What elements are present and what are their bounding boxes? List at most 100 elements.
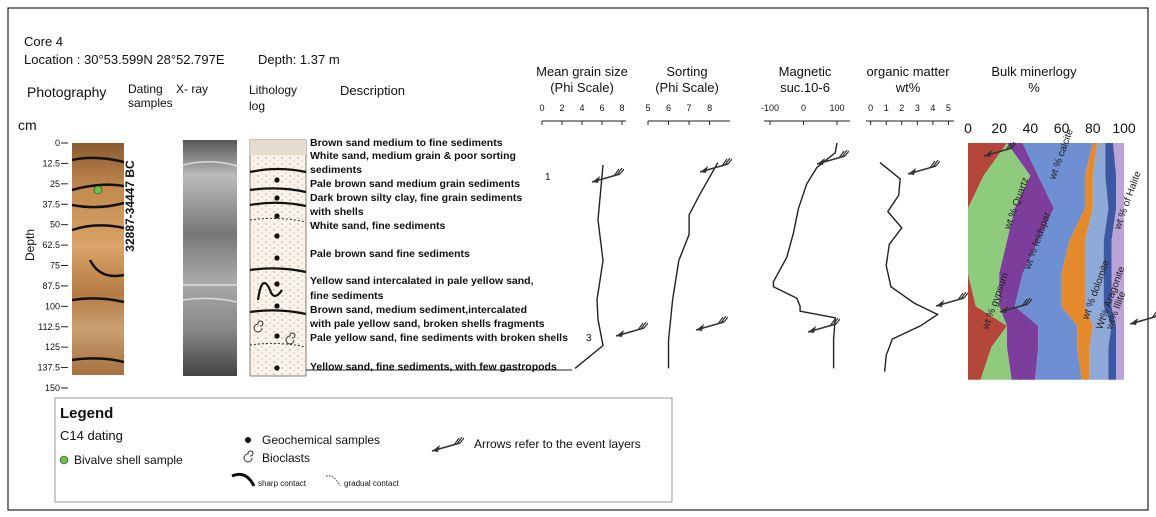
curve [574, 165, 604, 369]
x-tick-label: 0 [801, 103, 806, 113]
depth-tick-label: 0 [55, 138, 60, 148]
description: Yellow sand intercalated in pale yellow … [310, 275, 534, 287]
depth-tick-label: 75 [50, 261, 60, 271]
legend-symbol [245, 437, 251, 443]
description: Brown sand medium to fine sediments [310, 137, 503, 149]
depth-tick-label: 50 [50, 220, 60, 230]
panel-title: suc.10-6 [780, 80, 830, 95]
depth-tick-label: 25 [50, 179, 60, 189]
legend-item: gradual contact [344, 479, 399, 488]
x-tick-label: 0 [539, 103, 544, 113]
legend-symbol [59, 455, 69, 465]
panel-title: wt% [895, 80, 921, 95]
mineral-area [999, 143, 1054, 380]
curve [667, 162, 719, 369]
x-tick-label: 4 [579, 103, 584, 113]
x-tick-label: 60 [1054, 120, 1070, 136]
x-tick-label: 100 [1112, 120, 1136, 136]
panel-title: % [1028, 80, 1040, 95]
x-tick-label: -100 [761, 103, 779, 113]
depth-tick-label: 37.5 [42, 199, 60, 209]
description: Pale yellow sand, fine sediments with br… [310, 332, 568, 344]
mineral-area [968, 143, 1007, 380]
description: Dark brown silty clay, fine grain sedime… [310, 192, 522, 204]
x-tick-label: 2 [559, 103, 564, 113]
panel-title: (Phi Scale) [550, 80, 614, 95]
description: fine sediments [310, 290, 384, 302]
location: Location : 30°53.599N 28°52.797E [24, 52, 225, 67]
frame [7, 7, 1149, 511]
legend-item: sharp contact [258, 479, 307, 488]
annotation: 1 [545, 172, 551, 183]
depth-label: Depth [23, 229, 37, 261]
col-header: Lithology [249, 83, 297, 97]
depth-tick-label: 12.5 [42, 158, 60, 168]
description: White sand, medium grain & poor sorting [310, 150, 516, 162]
x-tick-label: 40 [1023, 120, 1039, 136]
depth-tick-label: 137.5 [37, 363, 60, 373]
legend-item: Geochemical samples [262, 433, 380, 447]
panel-title: organic matter [866, 64, 950, 79]
description: with pale yellow sand, broken shells fra… [309, 318, 545, 330]
description: sediments [310, 164, 362, 176]
mineral-area [1014, 143, 1093, 380]
photo-core [71, 143, 125, 375]
legend-item: Bioclasts [262, 451, 310, 465]
description: with shells [309, 206, 364, 218]
legend-box [54, 397, 673, 503]
legend-item: C14 dating [60, 428, 123, 443]
x-tick-label: 1 [884, 103, 889, 113]
mineral-area [1103, 143, 1117, 380]
description: Pale brown sand fine sediments [310, 248, 470, 260]
description: Pale brown sand medium grain sediments [310, 178, 520, 190]
panel-title: Mean grain size [536, 64, 628, 79]
panel-title: (Phi Scale) [655, 80, 719, 95]
age: 32887-34447 BC [123, 160, 137, 252]
legend-symbol [231, 472, 256, 487]
core: Core 4 [24, 34, 63, 49]
depth-tick-label: 150 [45, 383, 60, 393]
curve [772, 142, 838, 369]
mineral-area [1111, 143, 1124, 380]
xray-core [182, 140, 238, 376]
mineral-area [1085, 143, 1112, 380]
x-tick-label: 0 [868, 103, 873, 113]
annotation: 3 [586, 333, 592, 344]
x-tick-label: 6 [599, 103, 604, 113]
x-tick-label: 0 [964, 120, 972, 136]
legend-item: Bivalve shell sample [74, 453, 183, 467]
x-tick-label: 100 [829, 103, 844, 113]
event-arrow [817, 150, 849, 165]
x-tick-label: 2 [899, 103, 904, 113]
x-tick-label: 5 [946, 103, 951, 113]
x-tick-label: 4 [930, 103, 935, 113]
depth-tick-label: 87.5 [42, 281, 60, 291]
panel-title: Sorting [666, 64, 707, 79]
legend: Legend C14 dating Bivalve shell sample G… [54, 397, 673, 503]
curve [879, 162, 940, 372]
x-tick-label: 6 [666, 103, 671, 113]
description: Yellow sand, fine sediments, with few ga… [310, 361, 557, 373]
col-header: X- ray [176, 82, 208, 96]
lithology-log [249, 139, 307, 377]
legend-title: Legend [60, 405, 113, 422]
depth-tick-label: 112.5 [38, 322, 60, 332]
legend-symbol [325, 475, 341, 487]
depth-tick-label: 100 [45, 301, 60, 311]
x-tick-label: 8 [707, 103, 712, 113]
legend-item: Arrows refer to the event layers [474, 437, 641, 451]
legend-symbol [243, 450, 254, 463]
col-header: Dating [128, 82, 163, 96]
x-tick-label: 80 [1085, 120, 1101, 136]
description: White sand, fine sediments [310, 220, 446, 232]
event-arrow [908, 160, 940, 175]
col-header: Photography [27, 84, 106, 100]
col-header: samples [128, 96, 173, 110]
x-tick-label: 7 [687, 103, 692, 113]
depth-tick-label: 125 [45, 342, 60, 352]
col-header: log [249, 99, 265, 113]
panel-title: Magnetic [779, 64, 832, 79]
event-arrow [592, 168, 624, 183]
x-tick-label: 3 [915, 103, 920, 113]
